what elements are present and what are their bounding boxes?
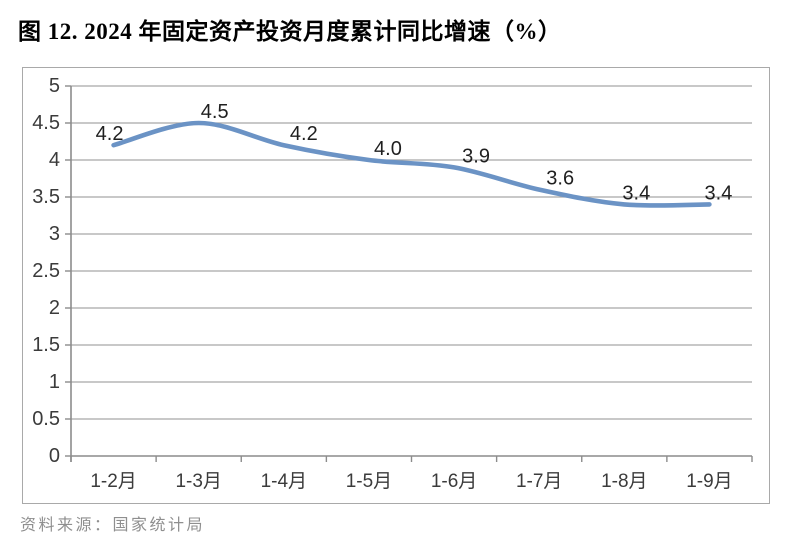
data-label: 3.4	[622, 182, 650, 204]
y-tick-label: 4.5	[32, 112, 60, 134]
x-tick-label: 1-6月	[431, 471, 477, 492]
y-tick-label: 4	[49, 149, 60, 171]
x-tick-label: 1-4月	[261, 471, 307, 492]
x-tick-label: 1-7月	[516, 471, 562, 492]
x-tick-label: 1-2月	[90, 471, 136, 492]
y-tick-label: 2	[49, 297, 60, 319]
y-tick-label: 5	[49, 75, 60, 97]
source-note: 资料来源：国家统计局	[20, 517, 206, 534]
y-tick-label: 2.5	[32, 260, 60, 282]
y-tick-label: 0.5	[32, 408, 60, 430]
chart-frame: 5 4.5 4 3.5 3 2.5 2 1.5 1 0.5 0 1-2月 1-3月 1-4月 1-5月 1-6…	[22, 67, 770, 504]
data-label: 4.5	[201, 101, 229, 123]
figure-title: 图 12. 2024 年固定资产投资月度累计同比增速（%）	[18, 19, 562, 44]
x-tick-label: 1-3月	[175, 471, 221, 492]
y-tick-label: 1	[49, 371, 60, 393]
y-tick-label: 3	[49, 223, 60, 245]
data-label: 3.4	[705, 182, 733, 204]
series-line	[111, 120, 712, 208]
x-tick-label: 1-8月	[601, 471, 647, 492]
x-tick-label: 1-5月	[346, 471, 392, 492]
data-label: 3.6	[546, 168, 574, 190]
line-chart: 5 4.5 4 3.5 3 2.5 2 1.5 1 0.5 0 1-2月 1-3月 1-4月 1-5月 1-6…	[32, 75, 753, 492]
y-tick-label: 1.5	[32, 334, 60, 356]
x-tick-label: 1-9月	[686, 471, 732, 492]
data-label: 4.0	[374, 138, 402, 160]
data-label: 4.2	[96, 123, 124, 145]
y-tick-label: 0	[49, 445, 60, 467]
data-label: 3.9	[462, 145, 490, 167]
y-tick-label: 3.5	[32, 186, 60, 208]
data-label: 4.2	[290, 123, 318, 145]
